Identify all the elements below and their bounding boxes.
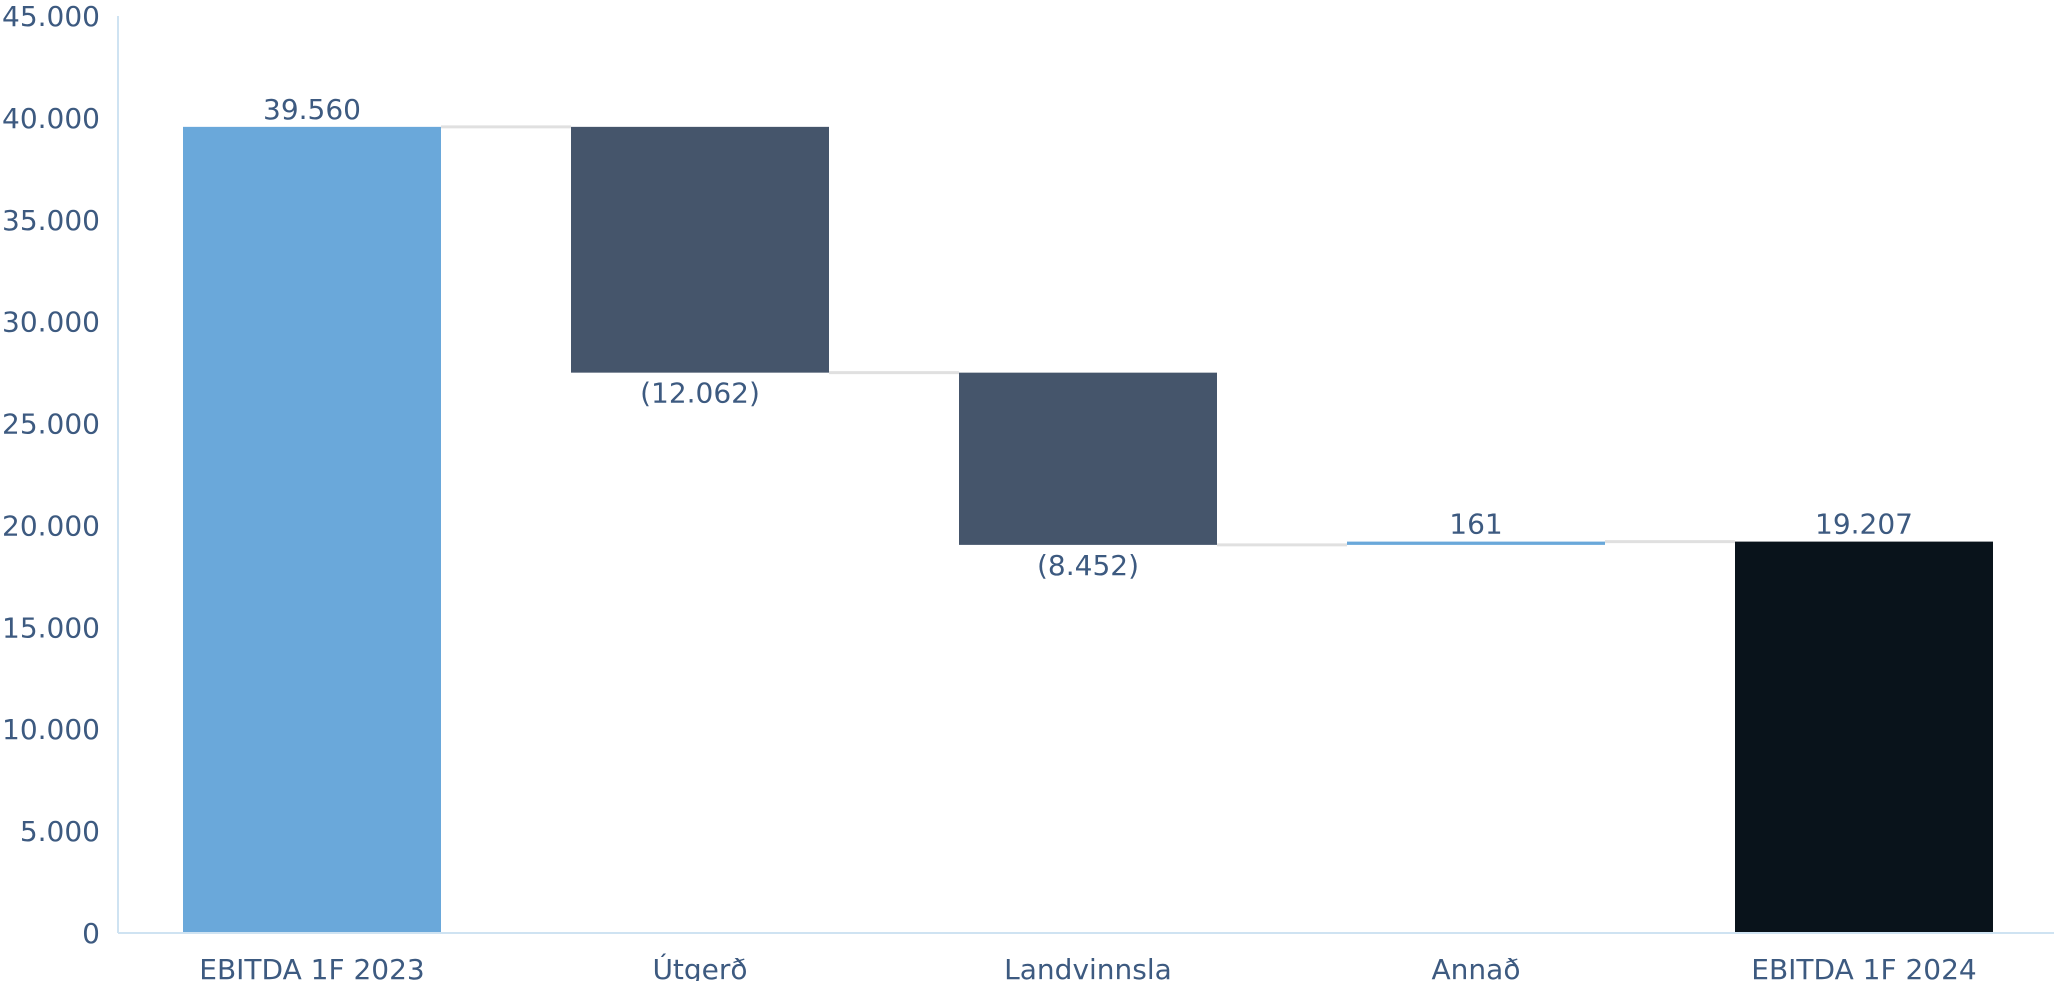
data-label: 39.560: [263, 93, 361, 126]
y-tick-label: 10.000: [2, 713, 100, 746]
y-tick-label: 30.000: [2, 306, 100, 339]
bar-ebitda-1f-2023: [183, 126, 441, 934]
category-label: EBITDA 1F 2024: [1751, 953, 1976, 981]
category-label: Annað: [1432, 953, 1521, 981]
y-tick-label: 45.000: [2, 0, 100, 33]
category-label: EBITDA 1F 2023: [199, 953, 424, 981]
bar-ebitda-1f-2024: [1735, 541, 1993, 933]
bar-anna-: [1347, 541, 1605, 545]
y-tick-label: 5.000: [20, 815, 100, 848]
data-label: (8.452): [1037, 549, 1139, 582]
y-axis-ticks: 0 5.000 10.000 15.000 20.000 25.000 30.000 35.0…: [2, 0, 100, 950]
connector-lines: [441, 125, 1735, 547]
y-tick-label: 15.000: [2, 611, 100, 644]
y-tick-label: 25.000: [2, 408, 100, 441]
y-tick-label: 35.000: [2, 204, 100, 237]
bars: [183, 126, 1993, 934]
y-tick-label: 0: [82, 917, 100, 950]
data-label: 161: [1449, 508, 1502, 541]
bar--tger-: [571, 126, 829, 373]
y-tick-label: 20.000: [2, 509, 100, 542]
category-label: Landvinnsla: [1004, 953, 1172, 981]
data-label: 19.207: [1815, 508, 1913, 541]
category-label: Útgerð: [652, 952, 747, 981]
bar-landvinnsla: [959, 372, 1217, 545]
category-labels: EBITDA 1F 2023 Útgerð Landvinnsla Annað EBIT…: [199, 952, 1976, 981]
data-label: (12.062): [640, 377, 760, 410]
data-labels: 39.560 (12.062) (8.452) 161 19.207: [263, 93, 1913, 582]
y-tick-label: 40.000: [2, 102, 100, 135]
